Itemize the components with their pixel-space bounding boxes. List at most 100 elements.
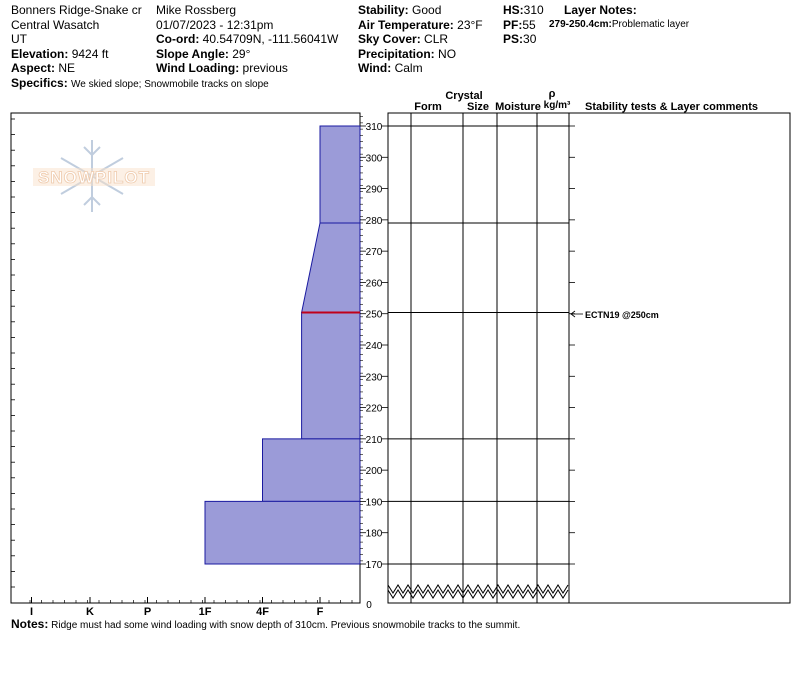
specifics-label: Specifics: (11, 75, 68, 90)
slope-value: 29° (232, 46, 251, 61)
stability-test-label: ECTN19 @250cm (585, 310, 659, 320)
stability-row: Stability: Good (358, 3, 483, 18)
y-tick-label-190: 190 (366, 497, 383, 508)
observer-name: Mike Rossberg (156, 3, 237, 17)
column-moisture: Moisture (495, 101, 541, 113)
layer-notes-heading: Layer Notes: (564, 3, 689, 18)
table-frame (387, 112, 791, 604)
layer-note-range: 279-250.4cm: (549, 18, 612, 30)
column-density-unit: kg/m³ (544, 100, 571, 111)
slope-label: Slope Angle: (156, 46, 229, 61)
y-tick-label-290: 290 (366, 185, 383, 196)
range-name: Central Wasatch (11, 17, 100, 32)
snowflake-icon (60, 140, 124, 212)
wind-loading-row: Wind Loading: previous (156, 61, 338, 76)
pf-row: PF:55 (503, 18, 544, 33)
ps-row: PS:30 (503, 32, 544, 47)
depth-break-zigzag (387, 584, 569, 594)
sky-label: Sky Cover: (358, 32, 421, 46)
pf-label: PF: (503, 17, 523, 32)
notes-row: Notes: Ridge must had some wind loading … (11, 617, 520, 631)
air-temp-label: Air Temperature: (358, 17, 454, 32)
precip-row: Precipitation: NO (358, 47, 483, 62)
coord-label: Co-ord: (156, 32, 200, 46)
notes-label: Notes: (11, 617, 49, 631)
coord-value: 40.54709N, -111.56041W (202, 32, 339, 46)
y-tick-label-310: 310 (366, 122, 383, 133)
y-tick-label-240: 240 (366, 341, 383, 352)
column-size: Size (467, 101, 489, 113)
slope-row: Slope Angle: 29° (156, 47, 338, 62)
x-tick-label-P: P (144, 606, 151, 618)
elevation-label: Elevation: (11, 46, 69, 61)
depth-break-zigzag-2 (387, 589, 569, 599)
layer-note-text: Problematic layer (611, 18, 690, 30)
column-crystal: Crystal (445, 90, 482, 102)
hs-value: 310 (523, 3, 544, 17)
precip-label: Precipitation: (358, 46, 435, 61)
y-tick-label-220: 220 (366, 404, 383, 415)
sky-row: Sky Cover: CLR (358, 32, 483, 47)
x-tick-label-I: I (30, 606, 33, 618)
hs-row: HS:310 (503, 3, 544, 18)
observation-datetime: 01/07/2023 - 12:31pm (156, 17, 274, 32)
x-tick-label-F: F (317, 606, 324, 618)
hardness-layer-0 (319, 125, 361, 224)
x-tick-label-4F: 4F (256, 606, 269, 618)
location-name: Bonners Ridge-Snake cr (11, 3, 142, 17)
notes-text: Ridge must had some wind loading with sn… (51, 620, 521, 631)
y-tick-label-280: 280 (366, 216, 383, 227)
y-tick-label-180: 180 (366, 529, 383, 540)
y-tick-label-170: 170 (366, 560, 383, 571)
hardness-axis: I K P 1F 4F F (29, 597, 353, 618)
depth-axis: 170 180 190 200 210 220 230 240 250 260 270 280 290 3… (360, 113, 389, 611)
stability-test-annotation: ECTN19 @250cm (570, 310, 659, 320)
logo-text: SNOWPILOT (38, 168, 150, 187)
hardness-profile-plot (10, 112, 361, 604)
hardness-layer-4 (204, 500, 361, 565)
layer-table (387, 112, 791, 604)
aspect-row: Aspect: NE (11, 61, 269, 76)
elevation-value: 9424 ft (71, 46, 109, 61)
y-tick-label-270: 270 (366, 247, 383, 258)
ps-value: 30 (523, 32, 537, 46)
coord-row: Co-ord: 40.54709N, -111.56041W (156, 32, 338, 47)
y-tick-label-300: 300 (366, 153, 383, 164)
ps-label: PS: (503, 32, 524, 46)
y-tick-label-260: 260 (366, 278, 383, 289)
hardness-layer-3 (262, 438, 361, 502)
specifics-value: We skied slope; Snowmobile tracks on slo… (71, 78, 269, 90)
wind-label: Wind: (358, 61, 392, 75)
wind-loading-label: Wind Loading: (156, 61, 240, 75)
y-tick-label-200: 200 (366, 466, 383, 477)
y-tick-label-230: 230 (366, 372, 383, 383)
elevation-row: Elevation: 9424 ft (11, 47, 269, 62)
wind-value: Calm (394, 61, 423, 75)
y-tick-label-210: 210 (366, 435, 383, 446)
state-name: UT (11, 32, 27, 46)
aspect-value: NE (58, 61, 76, 75)
air-temp-value: 23°F (457, 17, 483, 32)
column-stability: Stability tests & Layer comments (585, 101, 758, 113)
hardness-layer-2 (301, 311, 361, 440)
x-tick-label-K: K (86, 606, 94, 618)
wind-row: Wind: Calm (358, 61, 483, 76)
snowpilot-logo: SNOWPILOT (33, 140, 155, 212)
pf-value: 55 (522, 17, 536, 32)
hardness-layer-1 (300, 222, 361, 313)
sky-value: CLR (424, 32, 449, 46)
stability-label: Stability: (358, 3, 409, 17)
stability-value: Good (412, 3, 442, 17)
x-tick-label-1F: 1F (199, 606, 212, 618)
wind-loading-value: previous (242, 61, 288, 75)
air-temp-row: Air Temperature: 23°F (358, 18, 483, 33)
y-zero-label: 0 (366, 600, 372, 611)
hs-label: HS: (503, 3, 524, 17)
precip-value: NO (438, 46, 457, 61)
layer-note-row: 279-250.4cm:Problematic layer (549, 18, 689, 33)
y-tick-label-250: 250 (366, 310, 383, 321)
layer-notes-label: Layer Notes: (564, 3, 637, 17)
column-rho: ρ (549, 88, 556, 100)
specifics-row: Specifics: We skied slope; Snowmobile tr… (11, 76, 269, 93)
